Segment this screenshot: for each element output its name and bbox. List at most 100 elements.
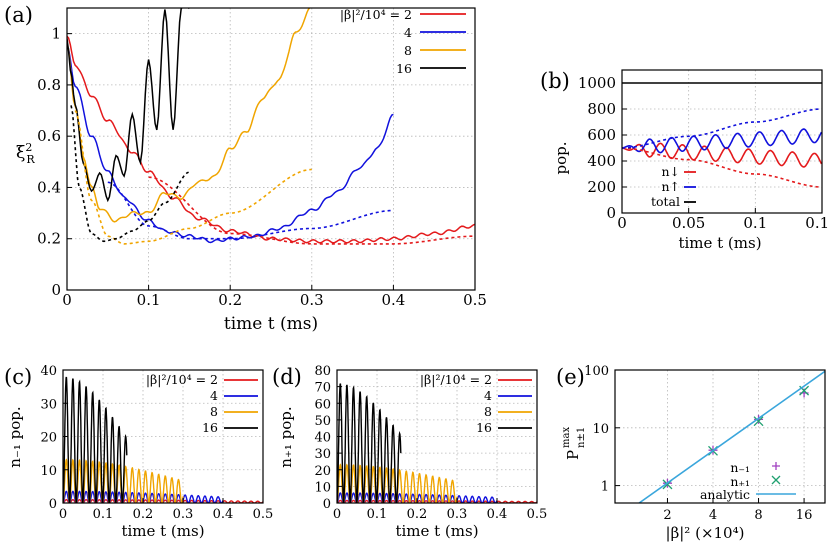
- legend-a-2: 8: [404, 43, 412, 58]
- panel-e-legend: n₋₁ n₊₁ analytic: [700, 460, 750, 502]
- tick-label-y-d: 20: [314, 464, 331, 479]
- ylabel-a-main: ξ: [16, 143, 25, 163]
- tick-label-y-c: 30: [40, 397, 57, 412]
- tick-label-x-b: 0.1: [743, 214, 767, 232]
- tick-label-y-a: 1: [51, 25, 61, 43]
- series-c-16: [63, 376, 128, 503]
- tick-label-x-e: 2: [663, 508, 671, 523]
- tick-label-x-c: 0.2: [133, 507, 154, 522]
- tick-label-y-c: 0: [49, 497, 57, 512]
- series-b-n↑: [622, 128, 822, 154]
- tick-label-x-b: 0: [617, 214, 627, 232]
- panel-b-frame: [621, 69, 823, 214]
- tick-label-y-e: 100: [584, 364, 609, 379]
- tick-label-x-c: 0.3: [173, 507, 194, 522]
- panel-a-legend: |β|²/10⁴ = 2 4 8 16: [340, 7, 466, 76]
- tick-label-y-b: 1000: [578, 74, 616, 92]
- tick-label-x-a: 0: [62, 291, 72, 309]
- panel-d-xlabel: time t (ms): [395, 522, 478, 540]
- tick-label-x-d: 0.4: [487, 507, 508, 522]
- tick-label-y-b: 200: [587, 178, 616, 196]
- tick-label-x-c: 0.1: [93, 507, 114, 522]
- tick-label-y-d: 40: [314, 431, 331, 446]
- legend-e-1: n₊₁: [730, 474, 750, 489]
- tick-label-x-e: 8: [754, 508, 762, 523]
- ylabel-e-sub: n±1: [576, 427, 587, 448]
- tick-label-y-b: 0: [606, 204, 616, 222]
- tick-label-y-c: 20: [40, 431, 57, 446]
- tick-label-x-d: 0.1: [367, 507, 388, 522]
- tick-label-y-e: 10: [592, 422, 609, 437]
- tick-label-x-e: 4: [709, 508, 717, 523]
- tick-label-x-a: 0.3: [300, 291, 324, 309]
- panel-e-label: (e): [556, 365, 585, 389]
- tick-label-x-d: 0.5: [527, 507, 548, 522]
- tick-label-x-d: 0.2: [407, 507, 428, 522]
- panel-a-label: (a): [4, 3, 33, 27]
- panel-b-xlabel: time t (ms): [678, 234, 761, 252]
- tick-label-x-e: 16: [796, 508, 813, 523]
- legend-d-0: |β|²/10⁴ = 2: [420, 372, 492, 387]
- legend-c-1: 4: [210, 388, 218, 403]
- legend-e-marker-0: [772, 462, 780, 470]
- series-b-n↓: [622, 142, 822, 168]
- tick-label-x-a: 0.4: [381, 291, 405, 309]
- legend-e-0: n₋₁: [730, 460, 750, 475]
- series-a-16: [67, 8, 190, 203]
- series-b-n↓-analytic: [622, 147, 822, 188]
- tick-label-x-a: 0.2: [218, 291, 242, 309]
- tick-label-x-d: 0.3: [447, 507, 468, 522]
- legend-b-0: n↓: [661, 164, 680, 179]
- panel-d-label: (d): [272, 365, 302, 389]
- series-a-8: [67, 8, 312, 223]
- tick-label-y-c: 10: [40, 464, 57, 479]
- tick-label-y-b: 600: [587, 126, 616, 144]
- tick-label-x-b: 0.15: [805, 214, 830, 232]
- series-a-2: [67, 35, 475, 244]
- legend-e-marker-1: [771, 475, 781, 485]
- panel-c: 0 0.1 0.2 0.3 0.4 0.5 0 10 20 30 40 (c) time t (ms…: [4, 364, 273, 540]
- legend-b-1: n↑: [661, 179, 680, 194]
- tick-label-x-c: 0: [59, 507, 67, 522]
- series-d-16: [337, 383, 402, 503]
- panel-c-label: (c): [4, 365, 32, 389]
- ylabel-e-sup: max: [561, 427, 572, 448]
- legend-d-2: 8: [484, 404, 492, 419]
- tick-label-x-a: 0.1: [137, 291, 161, 309]
- tick-label-y-d: 60: [314, 397, 331, 412]
- legend-c-3: 16: [202, 420, 218, 435]
- legend-e-2: analytic: [700, 487, 750, 502]
- panel-e-ylabel: P max n±1: [561, 427, 587, 460]
- panel-b-ylabel: pop.: [552, 141, 570, 174]
- legend-a-3: 16: [396, 61, 412, 76]
- tick-label-y-a: 0.4: [37, 178, 61, 196]
- panel-e-frame: [614, 369, 826, 504]
- series-b-n↑-analytic: [622, 108, 822, 149]
- panel-c-ylabel: n₋₁ pop.: [6, 406, 24, 467]
- tick-label-y-d: 30: [314, 447, 331, 462]
- tick-label-y-c: 40: [40, 364, 57, 379]
- panel-b-label: (b): [540, 69, 570, 93]
- ylabel-a-sup: 2: [25, 141, 32, 154]
- panel-d-ylabel: n₊₁ pop.: [277, 406, 295, 467]
- legend-d-1: 4: [484, 388, 492, 403]
- legend-c-0: |β|²/10⁴ = 2: [146, 372, 218, 387]
- legend-c-2: 8: [210, 404, 218, 419]
- tick-label-y-b: 400: [587, 152, 616, 170]
- tick-label-y-d: 80: [314, 364, 331, 379]
- tick-label-y-a: 0.8: [37, 76, 61, 94]
- panel-c-legend: |β|²/10⁴ = 2 4 8 16: [146, 372, 218, 435]
- legend-a-0: |β|²/10⁴ = 2: [340, 7, 412, 22]
- tick-label-y-b: 800: [587, 100, 616, 118]
- panel-b-legend: n↓ n↑ total: [651, 164, 680, 209]
- tick-label-x-b: 0.05: [672, 214, 705, 232]
- ylabel-e-main: P: [564, 450, 582, 460]
- tick-label-y-d: 50: [314, 414, 331, 429]
- tick-label-x-c: 0.5: [253, 507, 274, 522]
- tick-label-x-a: 0.5: [463, 291, 487, 309]
- legend-d-3: 16: [476, 420, 492, 435]
- ylabel-a-sub: R: [26, 153, 35, 166]
- tick-label-x-d: 0: [333, 507, 341, 522]
- panel-a-xlabel: time t (ms): [224, 314, 318, 334]
